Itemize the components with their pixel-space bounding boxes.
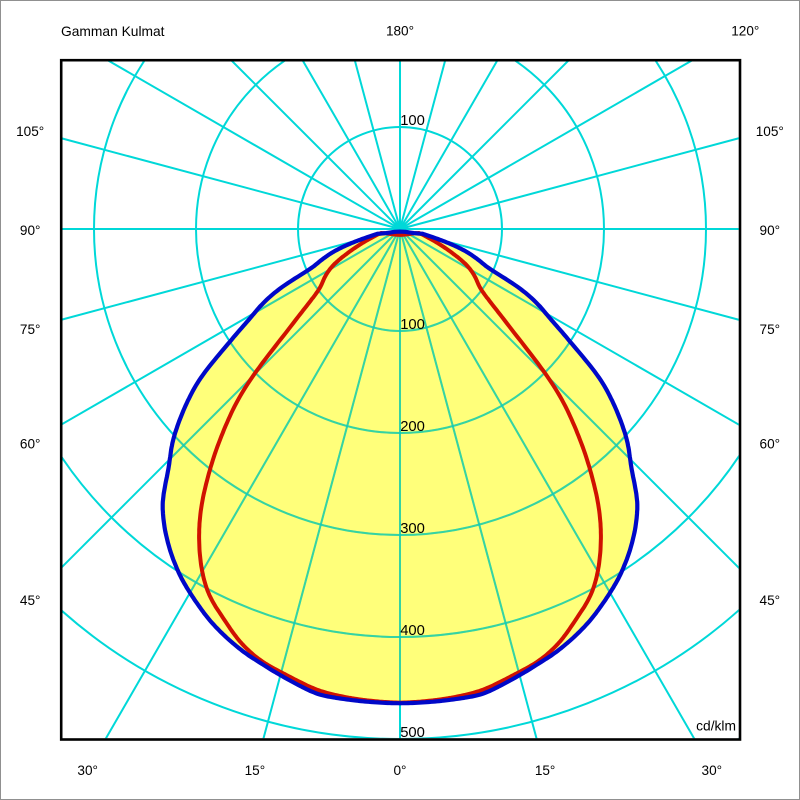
svg-text:180°: 180° (386, 23, 414, 38)
svg-text:30°: 30° (77, 763, 98, 778)
svg-text:30°: 30° (702, 763, 723, 778)
svg-text:60°: 60° (20, 437, 41, 452)
svg-text:75°: 75° (20, 322, 41, 337)
svg-text:60°: 60° (760, 437, 781, 452)
svg-text:100: 100 (400, 317, 425, 333)
svg-text:300: 300 (400, 521, 425, 537)
svg-text:90°: 90° (760, 223, 781, 238)
svg-text:200: 200 (400, 419, 425, 435)
svg-text:90°: 90° (20, 223, 41, 238)
svg-text:15°: 15° (245, 763, 266, 778)
svg-text:400: 400 (400, 623, 425, 639)
svg-text:15°: 15° (535, 763, 556, 778)
svg-text:45°: 45° (760, 593, 781, 608)
svg-text:105°: 105° (16, 124, 44, 139)
svg-text:Gamman Kulmat: Gamman Kulmat (61, 24, 165, 39)
svg-text:500: 500 (400, 725, 425, 741)
svg-text:100: 100 (400, 113, 425, 129)
svg-text:120°: 120° (731, 23, 759, 38)
svg-text:105°: 105° (756, 124, 784, 139)
svg-text:75°: 75° (760, 322, 781, 337)
svg-text:45°: 45° (20, 593, 41, 608)
svg-text:0°: 0° (394, 763, 407, 778)
svg-text:cd/klm: cd/klm (696, 719, 736, 734)
